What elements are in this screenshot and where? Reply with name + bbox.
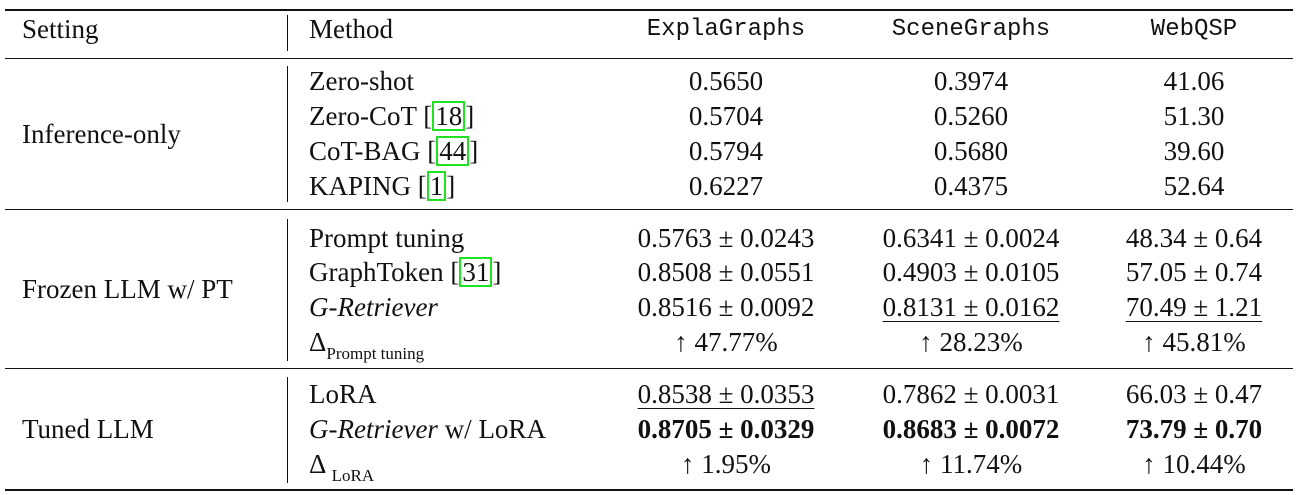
value-cell: 48.34 ± 0.64 (1125, 223, 1263, 253)
value-cell: 0.4903 ± 0.0105 (882, 257, 1060, 287)
header-rule (5, 58, 1293, 59)
header-webqsp: WebQSP (1150, 16, 1238, 43)
method-cell: CoT-BAG [44] (309, 136, 479, 166)
value-cell: 0.6227 (688, 171, 764, 201)
value-cell: 0.5794 (688, 136, 764, 166)
col-separator-header (287, 15, 288, 51)
method-cell: Zero-CoT [18] (309, 101, 475, 131)
method-cell: LoRA (309, 379, 377, 409)
value-cell-underlined: 70.49 ± 1.21 (1125, 292, 1263, 322)
value-cell: 0.4375 (933, 171, 1009, 201)
value-cell: 0.7862 ± 0.0031 (882, 379, 1060, 409)
setting-label: Inference-only (22, 119, 181, 149)
group-rule-2 (5, 368, 1293, 369)
top-rule (5, 9, 1293, 11)
value-cell: 0.5704 (688, 101, 764, 131)
header-explagraphs: ExplaGraphs (646, 16, 806, 43)
value-cell: 57.05 ± 0.74 (1125, 257, 1263, 287)
value-cell-underlined: 0.8538 ± 0.0353 (637, 379, 815, 409)
setting-label: Frozen LLM w/ PT (22, 274, 233, 304)
group-rule-1 (5, 209, 1293, 210)
header-setting: Setting (22, 14, 99, 44)
value-cell-best: 0.8683 ± 0.0072 (882, 414, 1060, 444)
bottom-rule (5, 489, 1293, 491)
citation-link[interactable]: 31 (459, 257, 493, 287)
value-cell: 66.03 ± 0.47 (1125, 379, 1263, 409)
col-separator-group-1 (287, 66, 288, 202)
value-cell: 39.60 (1163, 136, 1225, 166)
value-cell-best: 73.79 ± 0.70 (1125, 414, 1263, 444)
method-cell: Prompt tuning (309, 223, 465, 253)
value-cell: 51.30 (1163, 101, 1225, 131)
citation-link[interactable]: 18 (432, 101, 466, 131)
delta-cell: ↑ 28.23% (919, 327, 1023, 357)
value-cell-underlined: 0.8131 ± 0.0162 (882, 292, 1060, 322)
citation-link[interactable]: 44 (436, 136, 470, 166)
header-method: Method (309, 14, 393, 44)
delta-cell: ↑ 45.81% (1142, 327, 1246, 357)
delta-row-label: ΔPrompt tuning (309, 327, 425, 363)
method-cell: G-Retriever (309, 292, 438, 322)
delta-cell: ↑ 47.77% (674, 327, 778, 357)
value-cell-best: 0.8705 ± 0.0329 (637, 414, 815, 444)
value-cell: 41.06 (1163, 66, 1225, 96)
value-cell: 0.8516 ± 0.0092 (637, 292, 815, 322)
header-scenegraphs: SceneGraphs (891, 16, 1051, 43)
value-cell: 0.5763 ± 0.0243 (637, 223, 815, 253)
value-cell: 0.3974 (933, 66, 1009, 96)
col-separator-group-2 (287, 219, 288, 361)
delta-row-label: Δ LoRA (309, 449, 375, 485)
delta-cell: ↑ 11.74% (919, 449, 1023, 479)
value-cell: 52.64 (1163, 171, 1225, 201)
value-cell: 0.5650 (688, 66, 764, 96)
value-cell: 0.6341 ± 0.0024 (882, 223, 1060, 253)
method-cell: GraphToken [31] (309, 257, 502, 287)
citation-link[interactable]: 1 (426, 171, 447, 201)
value-cell: 0.5260 (933, 101, 1009, 131)
delta-cell: ↑ 10.44% (1142, 449, 1246, 479)
method-cell: Zero-shot (309, 66, 414, 96)
value-cell: 0.8508 ± 0.0551 (637, 257, 815, 287)
col-separator-group-3 (287, 377, 288, 483)
value-cell: 0.5680 (933, 136, 1009, 166)
delta-cell: ↑ 1.95% (681, 449, 771, 479)
method-cell: KAPING [1] (309, 171, 456, 201)
setting-label: Tuned LLM (22, 414, 154, 444)
method-cell: G-Retriever w/ LoRA (309, 414, 546, 444)
